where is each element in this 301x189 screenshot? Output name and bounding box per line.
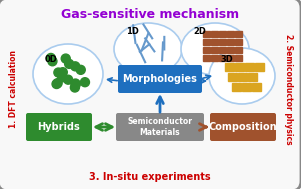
Bar: [238, 73, 247, 81]
Bar: [227, 55, 234, 61]
Circle shape: [76, 65, 85, 74]
Text: 3D: 3D: [220, 54, 233, 64]
Text: Gas-sensitive mechanism: Gas-sensitive mechanism: [61, 8, 239, 20]
Circle shape: [71, 80, 80, 89]
Bar: [219, 47, 226, 53]
Bar: [235, 63, 244, 71]
Bar: [242, 83, 251, 91]
Bar: [252, 83, 261, 91]
Circle shape: [71, 79, 80, 88]
Text: 3. In-situ experiments: 3. In-situ experiments: [89, 172, 211, 182]
Bar: [227, 47, 234, 53]
Bar: [255, 63, 264, 71]
Ellipse shape: [181, 23, 249, 75]
Bar: [203, 47, 210, 53]
Bar: [203, 39, 210, 45]
Ellipse shape: [33, 44, 103, 104]
Bar: [235, 55, 242, 61]
Text: Morphologies: Morphologies: [123, 74, 197, 84]
FancyBboxPatch shape: [116, 113, 204, 141]
FancyBboxPatch shape: [26, 113, 92, 141]
Bar: [235, 39, 242, 45]
Bar: [211, 31, 218, 37]
Bar: [235, 31, 242, 37]
Circle shape: [53, 79, 62, 88]
Bar: [203, 31, 210, 37]
FancyBboxPatch shape: [210, 113, 276, 141]
Text: 2D: 2D: [193, 28, 206, 36]
Bar: [248, 73, 257, 81]
Text: Hybrids: Hybrids: [38, 122, 80, 132]
Ellipse shape: [209, 48, 275, 104]
Circle shape: [58, 68, 67, 77]
Text: 1. DFT calculation: 1. DFT calculation: [10, 50, 18, 128]
Bar: [219, 31, 226, 37]
Ellipse shape: [114, 23, 182, 75]
Bar: [219, 55, 226, 61]
Circle shape: [48, 57, 57, 66]
Circle shape: [71, 62, 80, 71]
Circle shape: [52, 80, 61, 88]
Text: 1D: 1D: [126, 28, 139, 36]
Text: 2. Semiconductor physics: 2. Semiconductor physics: [284, 34, 293, 144]
Circle shape: [61, 54, 70, 63]
Circle shape: [46, 53, 55, 62]
Circle shape: [70, 83, 79, 92]
Bar: [245, 63, 254, 71]
Text: 0D: 0D: [45, 54, 58, 64]
FancyBboxPatch shape: [118, 65, 202, 93]
Bar: [219, 39, 226, 45]
Circle shape: [64, 75, 73, 84]
Bar: [232, 83, 241, 91]
Bar: [211, 47, 218, 53]
Bar: [225, 63, 234, 71]
Bar: [228, 73, 237, 81]
Text: Composition: Composition: [209, 122, 277, 132]
Bar: [203, 55, 210, 61]
Circle shape: [58, 73, 67, 82]
Bar: [227, 31, 234, 37]
Circle shape: [54, 68, 63, 77]
Text: Semiconductor
Materials: Semiconductor Materials: [128, 117, 193, 137]
Bar: [227, 39, 234, 45]
Bar: [211, 39, 218, 45]
Bar: [235, 47, 242, 53]
Circle shape: [65, 59, 74, 68]
Circle shape: [80, 78, 89, 87]
Bar: [211, 55, 218, 61]
